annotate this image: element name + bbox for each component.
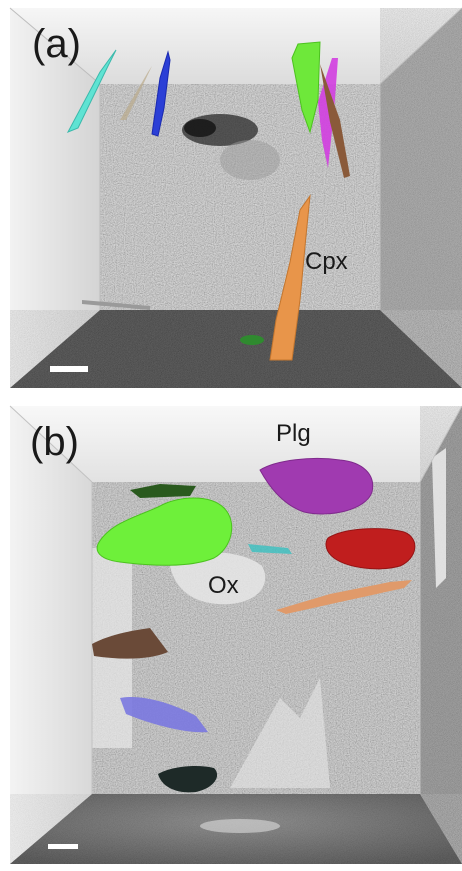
- crystal-peach: [276, 580, 412, 614]
- panel-label-b: (b): [30, 420, 79, 464]
- crystal-brown: [92, 628, 168, 659]
- label-cpx: Cpx: [305, 248, 348, 275]
- volume-left-wall: [10, 8, 100, 388]
- dark-inclusion: [184, 119, 216, 137]
- label-ox: Ox: [208, 572, 239, 599]
- crystal-violet: [120, 696, 208, 733]
- right-wall-texture: [420, 406, 462, 864]
- crystal-red: [325, 528, 416, 570]
- crystal-blue: [151, 50, 171, 137]
- volume-ceiling: [10, 8, 462, 84]
- crystal-dark-green: [130, 484, 196, 498]
- crystal-green: [96, 497, 233, 566]
- scale-bar-b: [48, 844, 78, 849]
- panel-b: (b) Plg Ox: [0, 398, 462, 871]
- label-plg: Plg: [276, 420, 311, 447]
- panel-b-volume-render: [9, 405, 462, 864]
- grey-inclusion: [220, 140, 280, 180]
- right-wall-highlight: [432, 448, 446, 588]
- crystal-green: [291, 41, 321, 134]
- crystal-cpx: [269, 194, 311, 361]
- crystal-cyan: [248, 544, 292, 554]
- floor-texture: [10, 310, 462, 388]
- crystal-cyan: [66, 49, 117, 133]
- crystal-brown: [320, 64, 350, 178]
- crystal-tan: [120, 66, 152, 120]
- floor-highlight: [200, 819, 280, 833]
- crystal-dark-green: [240, 335, 264, 345]
- panel-a: (a) Cpx: [0, 0, 462, 395]
- volume-left-wall: [10, 406, 92, 864]
- segmented-crystals-b: [92, 458, 416, 793]
- crystal-grey: [82, 300, 150, 310]
- right-wall-texture: [380, 8, 462, 388]
- crystal-black: [158, 766, 218, 793]
- crystal-plg: [259, 458, 374, 515]
- segmented-crystals-a: [66, 41, 350, 361]
- light-streaks: [230, 678, 330, 788]
- panel-label-a: (a): [32, 22, 81, 66]
- crystal-magenta: [318, 58, 338, 168]
- scale-bar-a: [50, 366, 88, 372]
- crystal-oxide: [170, 552, 266, 605]
- panel-a-volume-render: [9, 7, 462, 388]
